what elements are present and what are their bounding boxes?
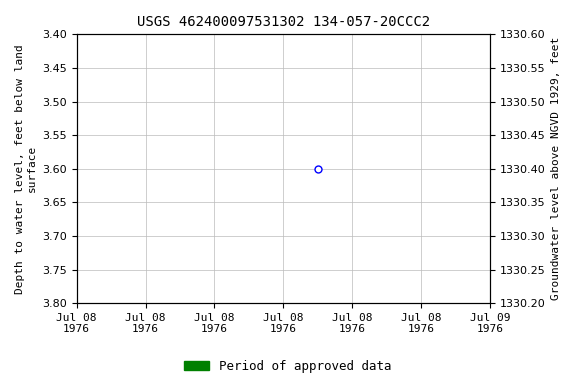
- Legend: Period of approved data: Period of approved data: [179, 355, 397, 378]
- Y-axis label: Depth to water level, feet below land
surface: Depth to water level, feet below land su…: [15, 44, 37, 294]
- Y-axis label: Groundwater level above NGVD 1929, feet: Groundwater level above NGVD 1929, feet: [551, 37, 561, 300]
- Title: USGS 462400097531302 134-057-20CCC2: USGS 462400097531302 134-057-20CCC2: [137, 15, 430, 29]
